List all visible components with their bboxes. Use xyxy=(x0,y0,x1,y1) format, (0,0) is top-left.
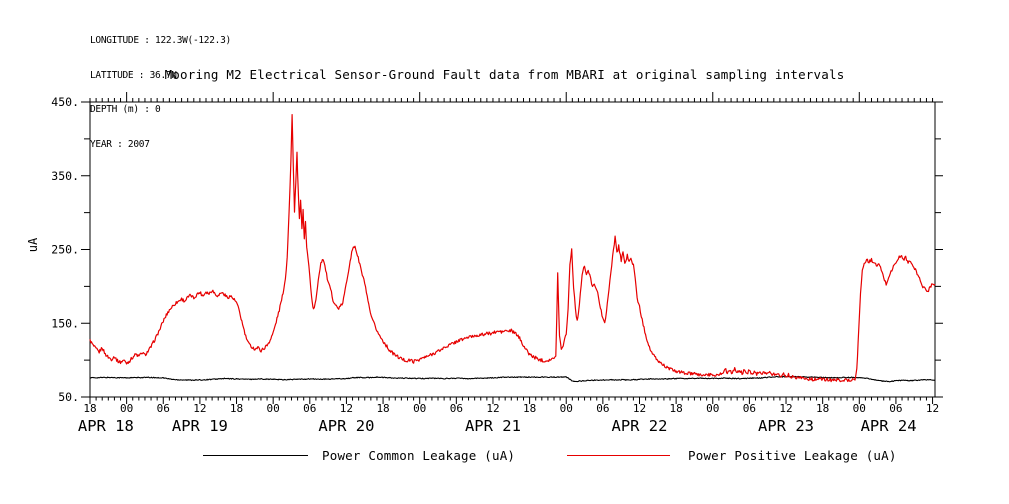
x-hour-label: 18 xyxy=(230,402,243,415)
legend-line-power-positive xyxy=(567,455,670,456)
x-hour-label: 06 xyxy=(743,402,756,415)
x-hour-label: 12 xyxy=(486,402,499,415)
y-tick-label: 250. xyxy=(51,243,79,257)
x-hour-label: 12 xyxy=(340,402,353,415)
x-date-label: APR 20 xyxy=(318,417,374,435)
longitude-text: LONGITUDE : 122.3W(-122.3) xyxy=(90,35,231,46)
x-hour-label: 00 xyxy=(267,402,280,415)
x-hour-label: 12 xyxy=(193,402,206,415)
y-tick-label: 350. xyxy=(51,169,79,183)
x-hour-label: 00 xyxy=(706,402,719,415)
x-date-label: APR 22 xyxy=(611,417,667,435)
x-hour-label: 12 xyxy=(926,402,939,415)
x-hour-label: 00 xyxy=(120,402,133,415)
x-hour-label: 00 xyxy=(413,402,426,415)
x-date-label: APR 23 xyxy=(758,417,814,435)
x-date-label: APR 18 xyxy=(78,417,134,435)
legend-line-power-common xyxy=(203,455,308,456)
x-hour-label: 12 xyxy=(779,402,792,415)
series-power-positive-leakage xyxy=(89,114,936,383)
x-hour-label: 00 xyxy=(853,402,866,415)
legend-label-power-common: Power Common Leakage (uA) xyxy=(322,448,516,463)
y-tick-label: 150. xyxy=(51,316,79,330)
x-hour-label: 18 xyxy=(670,402,683,415)
x-hour-label: 12 xyxy=(633,402,646,415)
x-date-label: APR 24 xyxy=(861,417,917,435)
x-hour-label: 06 xyxy=(596,402,609,415)
year-text: YEAR : 2007 xyxy=(90,138,150,150)
chart-title: Mooring M2 Electrical Sensor-Ground Faul… xyxy=(164,67,845,82)
x-hour-label: 00 xyxy=(560,402,573,415)
x-hour-label: 06 xyxy=(889,402,902,415)
metadata-block: LONGITUDE : 122.3W(-122.3) LATITUDE : 36… xyxy=(90,12,231,173)
series-power-common-leakage xyxy=(89,375,936,383)
latitude-text: LATITUDE : 36.7N xyxy=(90,69,177,81)
x-hour-label: 18 xyxy=(83,402,96,415)
x-hour-label: 06 xyxy=(303,402,316,415)
x-date-label: APR 19 xyxy=(172,417,228,435)
depth-text: DEPTH (m) : 0 xyxy=(90,104,161,115)
legend-label-power-positive: Power Positive Leakage (uA) xyxy=(688,448,897,463)
x-hour-label: 06 xyxy=(157,402,170,415)
x-hour-label: 18 xyxy=(816,402,829,415)
x-hour-label: 06 xyxy=(450,402,463,415)
plot-frame xyxy=(89,101,936,398)
y-tick-label: 450. xyxy=(51,95,79,109)
x-hour-label: 18 xyxy=(376,402,389,415)
x-hour-label: 18 xyxy=(523,402,536,415)
x-date-label: APR 21 xyxy=(465,417,521,435)
y-tick-label: 50. xyxy=(58,390,79,404)
